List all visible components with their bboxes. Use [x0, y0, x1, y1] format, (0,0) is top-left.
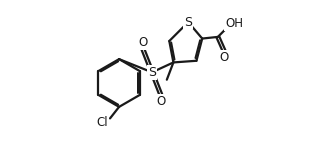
Text: O: O	[138, 37, 148, 49]
Text: S: S	[148, 66, 156, 79]
Text: Cl: Cl	[97, 116, 109, 129]
Text: S: S	[184, 16, 192, 29]
Text: O: O	[220, 51, 229, 64]
Text: OH: OH	[225, 17, 243, 30]
Text: O: O	[156, 95, 166, 108]
